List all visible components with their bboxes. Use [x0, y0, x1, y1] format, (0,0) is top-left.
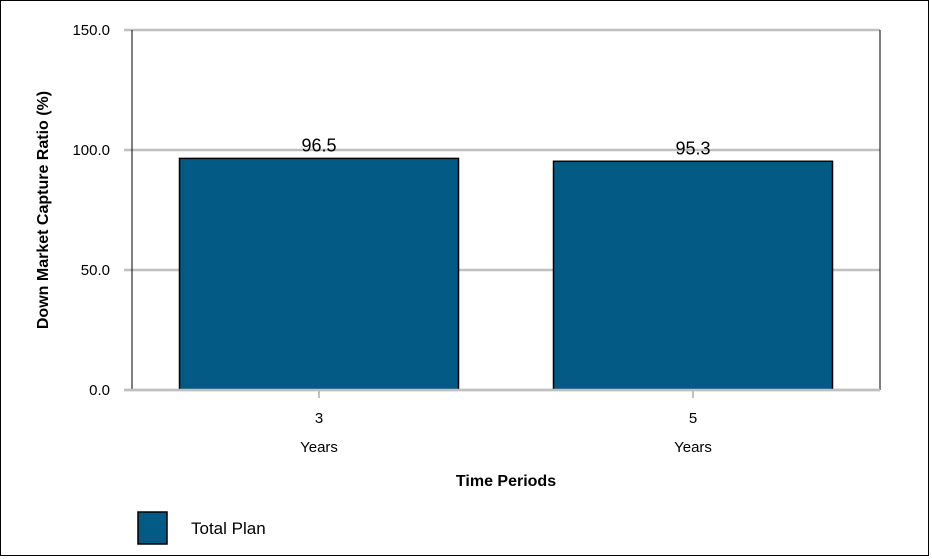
axes: [124, 30, 881, 392]
bars: [178, 157, 834, 391]
legend-swatch-total-plan: [137, 511, 168, 545]
y-tick-label-3: 150.0: [72, 22, 110, 39]
x-tick-label-1: 5: [689, 410, 697, 427]
bar-1: [552, 160, 834, 391]
x-tick-label-0: 3: [315, 410, 323, 427]
x-tick-sublabel-1: Years: [674, 439, 712, 456]
x-tick-labels: 3 Years 5 Years: [300, 390, 712, 456]
data-label-1: 95.3: [675, 138, 710, 158]
data-labels: 96.5 95.3: [301, 135, 710, 158]
y-tick-label-1: 50.0: [81, 262, 110, 279]
x-axis-title: Time Periods: [456, 473, 556, 490]
y-tick-label-2: 100.0: [72, 142, 110, 159]
bar-0: [178, 157, 460, 391]
y-axis-title: Down Market Capture Ratio (%): [35, 91, 52, 329]
x-tick-sublabel-0: Years: [300, 439, 338, 456]
data-label-0: 96.5: [301, 135, 336, 155]
legend-label-total-plan: Total Plan: [191, 519, 266, 538]
legend: Total Plan: [137, 511, 266, 545]
y-tick-label-0: 0.0: [89, 382, 110, 399]
y-tick-labels: 0.0 50.0 100.0 150.0: [72, 22, 110, 399]
